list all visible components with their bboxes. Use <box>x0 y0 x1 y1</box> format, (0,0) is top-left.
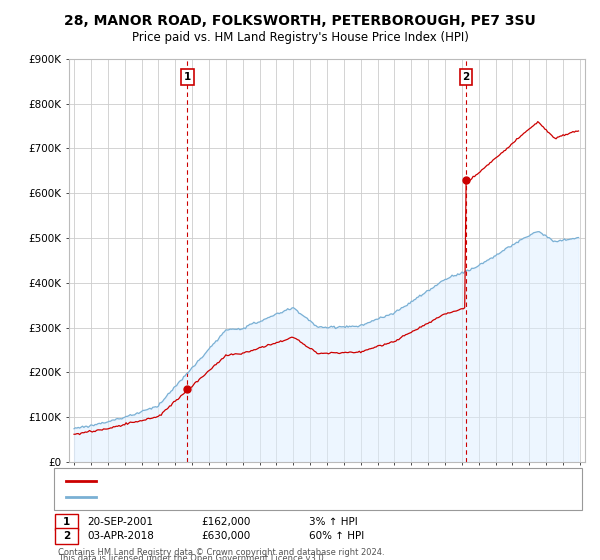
Text: This data is licensed under the Open Government Licence v3.0.: This data is licensed under the Open Gov… <box>58 554 326 560</box>
Text: 1: 1 <box>184 72 191 82</box>
Text: Price paid vs. HM Land Registry's House Price Index (HPI): Price paid vs. HM Land Registry's House … <box>131 31 469 44</box>
Text: 2: 2 <box>463 72 470 82</box>
Text: 60% ↑ HPI: 60% ↑ HPI <box>309 531 364 541</box>
Text: Contains HM Land Registry data © Crown copyright and database right 2024.: Contains HM Land Registry data © Crown c… <box>58 548 385 557</box>
Text: 28, MANOR ROAD, FOLKSWORTH, PETERBOROUGH, PE7 3SU (detached house): 28, MANOR ROAD, FOLKSWORTH, PETERBOROUGH… <box>105 475 491 486</box>
Text: 1: 1 <box>63 517 70 527</box>
Text: HPI: Average price, detached house, Huntingdonshire: HPI: Average price, detached house, Hunt… <box>105 492 367 502</box>
Text: 03-APR-2018: 03-APR-2018 <box>87 531 154 541</box>
Text: £630,000: £630,000 <box>201 531 250 541</box>
Text: £162,000: £162,000 <box>201 517 250 527</box>
Text: 2: 2 <box>63 531 70 541</box>
Text: 20-SEP-2001: 20-SEP-2001 <box>87 517 153 527</box>
Text: 28, MANOR ROAD, FOLKSWORTH, PETERBOROUGH, PE7 3SU: 28, MANOR ROAD, FOLKSWORTH, PETERBOROUGH… <box>64 14 536 28</box>
Text: 3% ↑ HPI: 3% ↑ HPI <box>309 517 358 527</box>
